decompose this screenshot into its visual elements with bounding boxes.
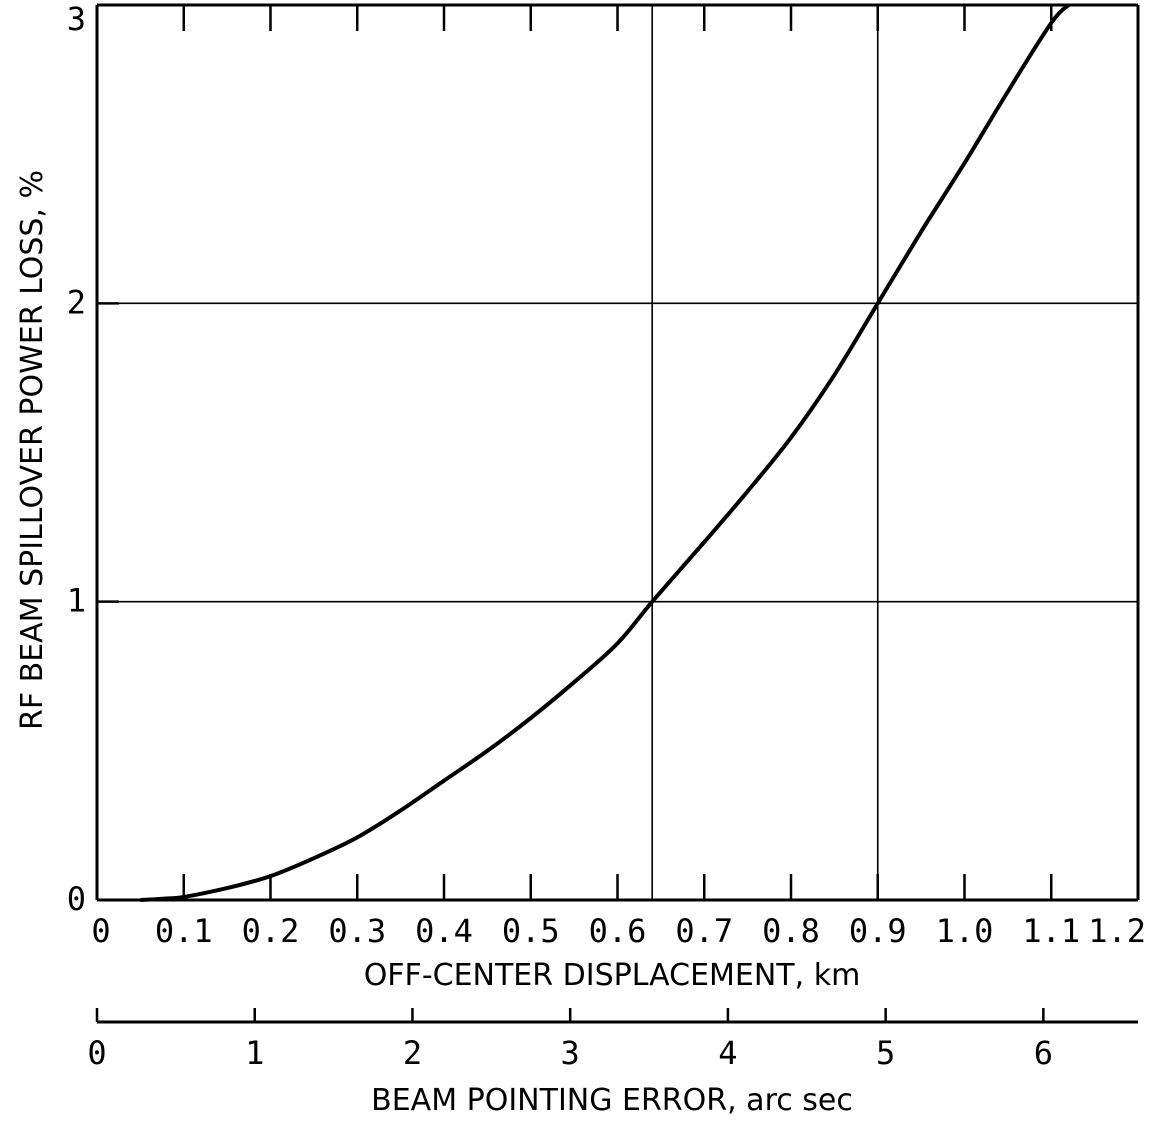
x-tick-label-2: 0.2 (242, 912, 300, 950)
x-tick-label-0: 0 (91, 912, 110, 950)
tick-labels: 0 0.1 0.2 0.3 0.4 0.5 0.6 0.7 0.8 0.9 1.0 1.1 1.2 0 1 2… (67, 0, 1146, 1072)
grid (97, 5, 1138, 900)
x-tick-label-9: 0.9 (849, 912, 907, 950)
x-tick-label-12: 1.2 (1088, 912, 1146, 950)
x2-tick-label-3: 3 (561, 1034, 580, 1072)
x-tick-label-5: 0.5 (502, 912, 560, 950)
x-tick-label-8: 0.8 (762, 912, 820, 950)
ticks (95, 3, 1140, 1022)
x2-tick-label-5: 5 (876, 1034, 895, 1072)
y-axis-label: RF BEAM SPILLOVER POWER LOSS, % (15, 170, 50, 730)
x2-tick-label-1: 1 (245, 1034, 264, 1072)
y-tick-label-0: 0 (67, 880, 86, 918)
secondary-x-axis-label: BEAM POINTING ERROR, arc sec (371, 1083, 853, 1118)
x-tick-label-10: 1.0 (936, 912, 994, 950)
y-tick-label-3: 3 (67, 0, 86, 38)
y-tick-label-2: 2 (67, 283, 86, 321)
x-tick-label-4: 0.4 (415, 912, 473, 950)
x2-tick-label-0: 0 (87, 1034, 106, 1072)
x-tick-label-3: 0.3 (328, 912, 386, 950)
x-tick-label-7: 0.7 (675, 912, 733, 950)
y-tick-label-1: 1 (67, 582, 86, 620)
series-layer (140, 3, 1071, 902)
x-tick-label-6: 0.6 (589, 912, 647, 950)
x2-tick-label-4: 4 (718, 1034, 737, 1072)
x-tick-label-1: 0.1 (155, 912, 213, 950)
series-line-0 (140, 3, 1071, 902)
x2-tick-label-2: 2 (403, 1034, 422, 1072)
x-tick-label-11: 1.1 (1022, 912, 1080, 950)
x-axis-label: OFF-CENTER DISPLACEMENT, km (364, 958, 861, 993)
x2-tick-label-6: 6 (1034, 1034, 1053, 1072)
axes (95, 3, 1140, 1024)
